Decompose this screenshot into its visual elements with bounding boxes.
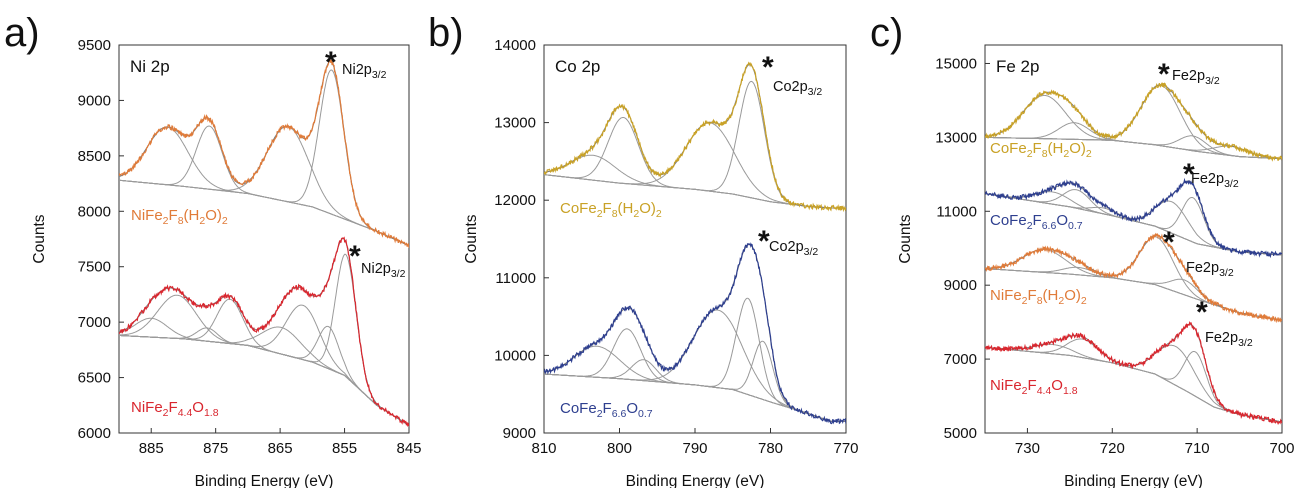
- fit-component: [119, 126, 409, 247]
- y-tick-label: 11000: [936, 203, 977, 220]
- x-tick-label: 810: [531, 440, 556, 457]
- y-tick-label: 9000: [503, 425, 536, 442]
- x-tick-label: 710: [1185, 440, 1210, 457]
- x-tick-label: 790: [682, 440, 707, 457]
- fit-component: [544, 117, 846, 209]
- x-tick-label: 855: [332, 440, 357, 457]
- x-axis-label: Binding Energy (eV): [195, 473, 334, 488]
- data-series-line: [544, 242, 846, 425]
- peak-star-marker: *: [758, 225, 770, 258]
- y-axis-label: Counts: [463, 214, 480, 263]
- peak-star-marker: *: [1158, 58, 1170, 91]
- x-tick-label: 875: [203, 440, 228, 457]
- panel-label: a): [4, 11, 40, 55]
- y-tick-label: 14000: [494, 37, 536, 54]
- x-tick-label: 770: [833, 440, 858, 457]
- peak-star-marker: *: [762, 51, 774, 84]
- y-tick-label: 7000: [944, 351, 977, 368]
- y-tick-label: 13000: [494, 115, 536, 132]
- fit-component: [985, 236, 1282, 321]
- data-series-line: [544, 61, 846, 213]
- x-tick-label: 865: [268, 440, 293, 457]
- series-label: NiFe2F8(H2O)2: [990, 287, 1087, 307]
- peak-annotation: Fe2p3/2: [1205, 330, 1253, 349]
- fit-component: [119, 125, 409, 247]
- y-tick-label: 8000: [78, 203, 111, 220]
- panel-label: c): [870, 11, 903, 55]
- plot-area: [544, 61, 846, 425]
- y-tick-label: 9500: [78, 37, 111, 54]
- peak-annotation: Ni2p3/2: [342, 62, 387, 81]
- plot-area: [985, 81, 1282, 425]
- peak-star-marker: *: [1183, 158, 1195, 191]
- y-tick-label: 7500: [78, 259, 111, 276]
- element-label: Ni 2p: [130, 57, 170, 76]
- fit-envelope: [544, 244, 846, 422]
- panel-a-ni-2p: a) 6000 6500 7000 7500 8000 8500 9000 9500 885 875…: [4, 11, 422, 488]
- y-tick-label: 11000: [495, 270, 536, 287]
- y-tick-label: 5000: [944, 425, 977, 442]
- data-series-line: [985, 177, 1282, 259]
- peak-annotation: Fe2p3/2: [1186, 260, 1234, 279]
- fit-component: [985, 249, 1282, 321]
- data-series-line: [985, 232, 1282, 324]
- y-tick-label: 9000: [944, 277, 977, 294]
- y-tick-label: 6500: [78, 370, 111, 387]
- data-series-line: [985, 81, 1282, 162]
- data-series-line: [985, 320, 1282, 425]
- element-label: Fe 2p: [996, 57, 1039, 76]
- series-label: NiFe2F4.4O1.8: [990, 377, 1078, 397]
- peak-star-marker: *: [325, 46, 337, 79]
- series-label: CoFe2F8(H2O)2: [990, 140, 1092, 160]
- plot-area: [119, 59, 409, 428]
- series-label: CoFe2F6.6O0.7: [990, 212, 1083, 232]
- series-label: CoFe2F6.6O0.7: [560, 400, 653, 420]
- y-tick-label: 6000: [78, 425, 111, 442]
- peak-annotation: Fe2p3/2: [1172, 68, 1220, 87]
- y-tick-label: 15000: [935, 55, 977, 72]
- y-tick-label: 13000: [935, 129, 977, 146]
- x-tick-label: 700: [1269, 440, 1294, 457]
- x-tick-label: 885: [139, 440, 164, 457]
- peak-annotation: Co2p3/2: [769, 239, 818, 258]
- y-tick-label: 8500: [78, 148, 111, 165]
- y-tick-label: 7000: [78, 314, 111, 331]
- fit-component: [544, 80, 846, 209]
- x-tick-label: 800: [607, 440, 632, 457]
- fit-envelope: [985, 180, 1282, 256]
- x-tick-label: 845: [396, 440, 421, 457]
- peak-annotation: Fe2p3/2: [1191, 171, 1239, 190]
- peak-star-marker: *: [1196, 296, 1208, 329]
- x-tick-label: 720: [1100, 440, 1125, 457]
- series-label: CoFe2F8(H2O)2: [560, 200, 662, 220]
- y-axis-label: Counts: [31, 214, 48, 263]
- panel-c-fe-2p: c) 5000 7000 9000 11000 13000 15000 730 720 710 70…: [870, 11, 1295, 488]
- y-tick-label: 9000: [78, 92, 111, 109]
- element-label: Co 2p: [555, 57, 600, 76]
- y-tick-label: 12000: [494, 192, 536, 209]
- series-label: NiFe2F8(H2O)2: [131, 207, 228, 227]
- peak-star-marker: *: [349, 240, 361, 273]
- peak-annotation: Ni2p3/2: [361, 261, 406, 280]
- plot-frame: [118, 44, 410, 434]
- peak-star-marker: *: [1163, 226, 1175, 259]
- data-series-line: [119, 236, 409, 428]
- y-axis-label: Counts: [897, 214, 914, 263]
- plot-frame: [984, 44, 1283, 434]
- fit-envelope: [985, 234, 1282, 321]
- peak-annotation: Co2p3/2: [773, 79, 822, 98]
- data-series-line: [119, 59, 409, 249]
- panel-b-co-2p: b) 9000 10000 11000 12000 13000 14000 810 800 790…: [428, 11, 859, 488]
- x-axis-label: Binding Energy (eV): [626, 473, 765, 488]
- x-tick-label: 730: [1015, 440, 1040, 457]
- x-tick-label: 780: [758, 440, 783, 457]
- y-tick-label: 10000: [494, 347, 536, 364]
- panel-label: b): [428, 11, 464, 55]
- x-axis-label: Binding Energy (eV): [1064, 473, 1203, 488]
- series-label: NiFe2F4.4O1.8: [131, 399, 219, 419]
- fit-component: [544, 122, 846, 209]
- fit-component: [119, 125, 409, 247]
